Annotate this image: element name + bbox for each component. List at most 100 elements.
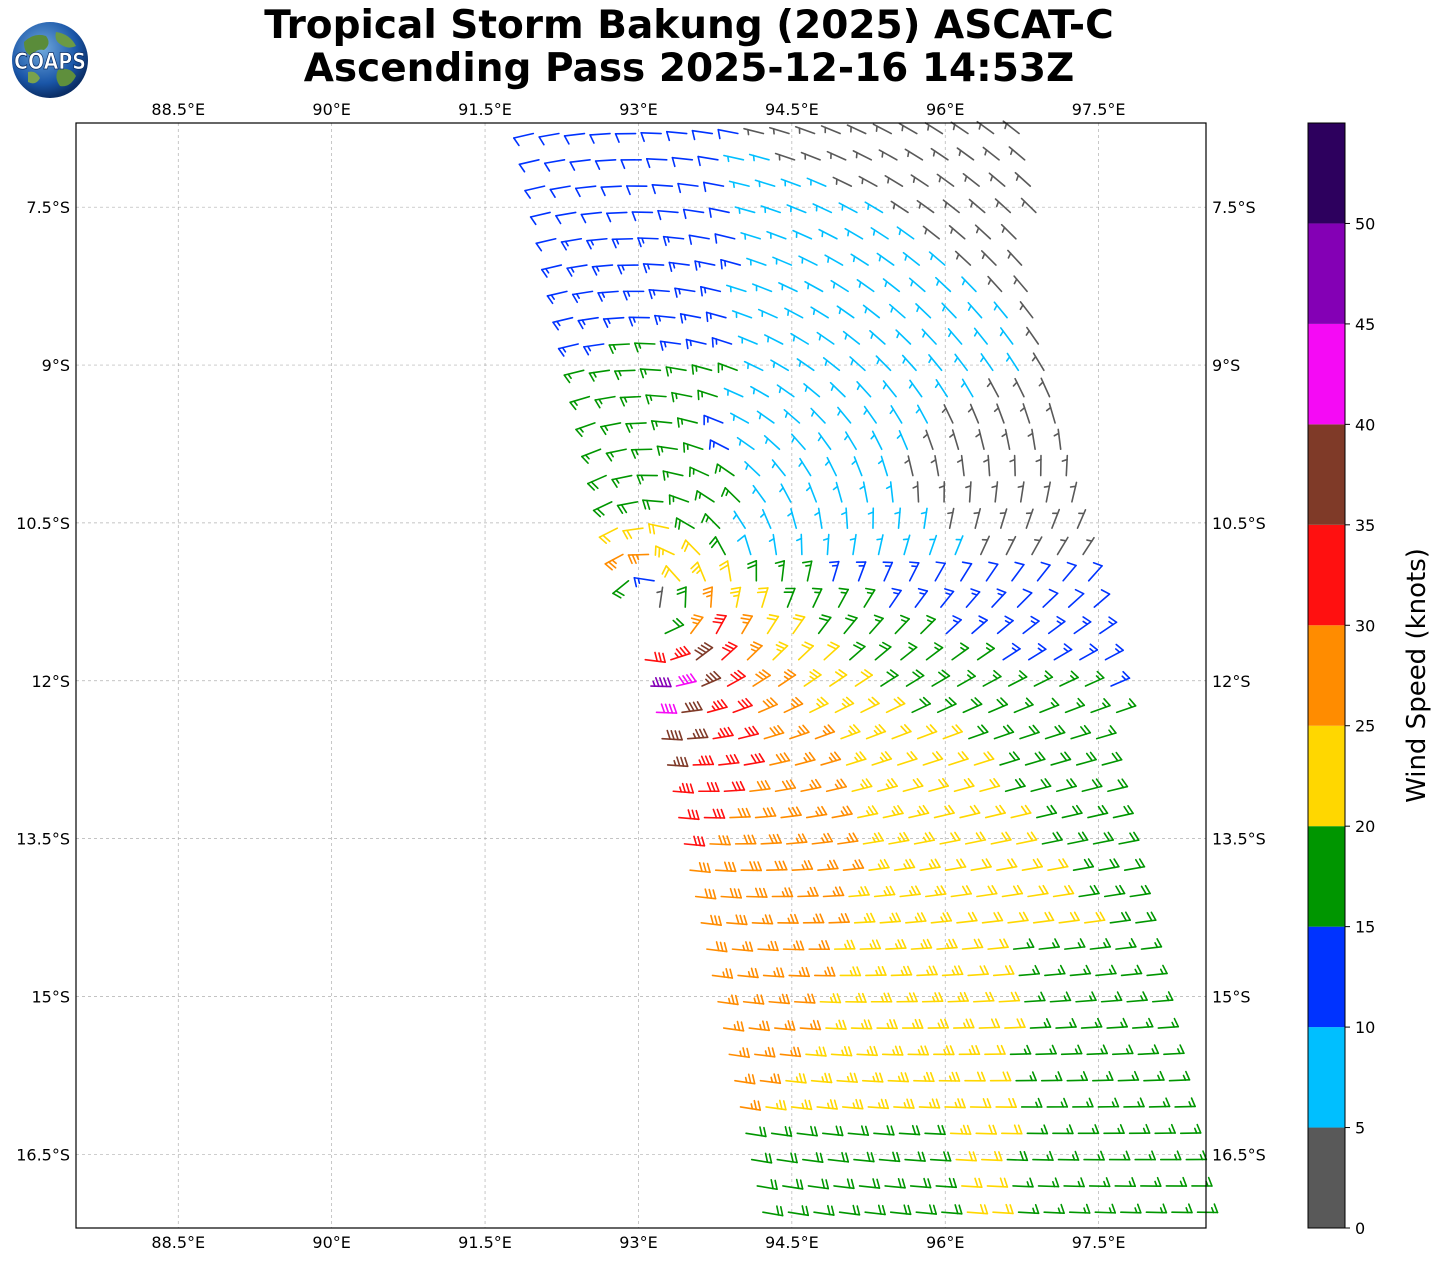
wind-barb (936, 938, 958, 950)
wind-barb (953, 777, 975, 793)
wind-barb (907, 1045, 930, 1056)
wind-barb (980, 353, 994, 372)
wind-barb (1107, 778, 1129, 793)
wind-barb (546, 290, 568, 305)
wind-barb (600, 185, 623, 197)
wind-barb (860, 696, 880, 714)
wind-barb (949, 1124, 972, 1135)
wind-barb (825, 1019, 847, 1030)
wind-barb (898, 122, 918, 135)
wind-barb (787, 508, 798, 529)
wind-barb (914, 587, 929, 608)
wind-barb (1008, 146, 1026, 161)
wind-barb (690, 561, 707, 582)
wind-barb (743, 753, 765, 766)
wind-barb (1075, 751, 1097, 766)
wind-barb (787, 1205, 810, 1217)
wind-barb (1014, 171, 1032, 187)
wind-barb (790, 433, 806, 451)
wind-barb (779, 483, 792, 503)
wind-barb (822, 357, 841, 372)
wind-barb (993, 724, 1015, 740)
wind-barb (867, 1098, 890, 1110)
wind-barb (841, 507, 849, 529)
wind-barb (616, 501, 639, 514)
wind-barb (876, 534, 884, 556)
wind-barb (1013, 697, 1034, 714)
wind-barb (870, 227, 889, 240)
wind-barb (877, 455, 889, 477)
wind-barb (822, 1125, 844, 1137)
wind-barb (975, 429, 985, 451)
wind-barb (780, 806, 802, 819)
wind-barb (911, 696, 932, 714)
wind-barb (999, 751, 1020, 766)
wind-barb (841, 1098, 864, 1110)
wind-barb (763, 725, 785, 740)
wind-barb (849, 641, 866, 661)
wind-barb (1137, 1044, 1160, 1056)
wind-barb (967, 301, 983, 319)
wind-barb (964, 831, 987, 845)
wind-barb (933, 804, 955, 819)
colorbar-frame (1307, 122, 1346, 1229)
wind-barb (1108, 1150, 1131, 1161)
wind-barb (591, 264, 614, 276)
wind-barb (1019, 403, 1031, 424)
wind-barb (586, 237, 608, 250)
wind-barb (888, 303, 906, 319)
wind-barb (838, 1204, 861, 1216)
wind-barb (691, 129, 714, 141)
wind-barb (654, 314, 676, 326)
wind-barb (980, 535, 990, 556)
wind-barb (981, 250, 997, 266)
wind-barb (817, 859, 839, 871)
wind-barb (1148, 1097, 1171, 1108)
wind-barb (1092, 831, 1114, 845)
wind-barb (771, 459, 786, 477)
wind-barb (594, 159, 617, 171)
wind-barb (577, 316, 599, 330)
wind-barb (1019, 724, 1040, 740)
wind-barb (808, 940, 830, 951)
wind-barb (777, 669, 797, 687)
wind-barb (662, 235, 685, 247)
wind-barb (1111, 1044, 1134, 1056)
wind-barb (648, 289, 670, 300)
wind-barb (569, 395, 591, 411)
wind-barb (829, 560, 840, 582)
wind-barb (855, 561, 867, 582)
wind-barb (1025, 508, 1034, 529)
wind-barb (717, 362, 738, 374)
x-tick-label-bottom: 90°E (312, 1233, 350, 1252)
title-line-2: Ascending Pass 2025-12-16 14:53Z (303, 46, 1075, 91)
wind-barb (1012, 1177, 1034, 1188)
wind-barb (1112, 805, 1134, 819)
wind-barb (853, 1151, 875, 1163)
wind-barb (993, 403, 1005, 424)
wind-barb (668, 261, 690, 273)
wind-barb (851, 778, 873, 793)
wind-barb (967, 403, 980, 424)
wind-barb (876, 252, 895, 266)
wind-barb (1100, 991, 1123, 1003)
y-tick-label-left: 16.5°S (16, 1145, 70, 1164)
wind-barb (859, 481, 869, 503)
wind-barb (910, 938, 933, 950)
wind-barb (740, 861, 763, 872)
wind-barb (1030, 778, 1052, 793)
wind-barb (895, 329, 912, 345)
wind-barb (876, 1019, 898, 1030)
wind-barb (930, 147, 949, 161)
wind-barb (833, 939, 856, 950)
wind-barb (651, 184, 674, 195)
x-tick-label-top: 90°E (312, 100, 350, 119)
wind-barb (960, 561, 973, 582)
wind-barb (1060, 1044, 1083, 1056)
wind-barb (711, 967, 734, 979)
wind-barb (774, 560, 786, 582)
wind-barb (991, 481, 999, 503)
wind-barb (681, 539, 701, 556)
wind-barb (973, 327, 988, 345)
wind-barb (731, 941, 754, 952)
